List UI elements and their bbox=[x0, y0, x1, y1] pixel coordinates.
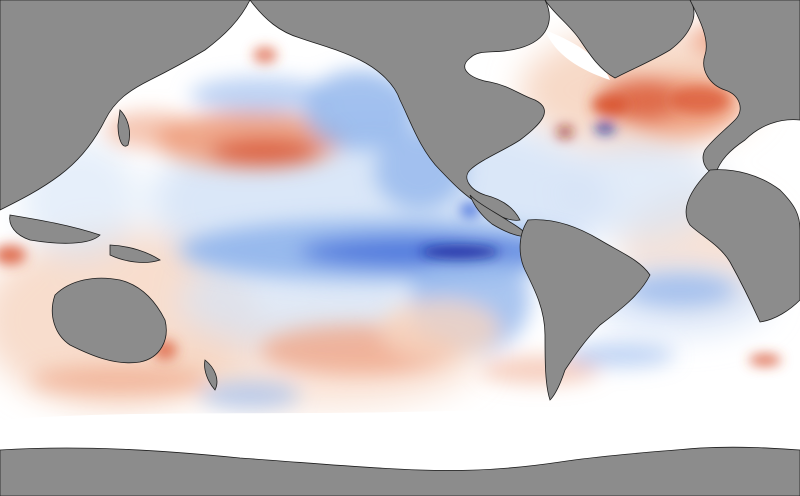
africa bbox=[685, 169, 800, 323]
eurasia bbox=[689, 0, 800, 176]
japan bbox=[117, 109, 130, 147]
indonesia bbox=[9, 214, 101, 244]
new-zealand bbox=[204, 359, 218, 391]
asia-west bbox=[0, 0, 251, 211]
south-america bbox=[519, 219, 651, 401]
anomaly-layer bbox=[0, 20, 790, 410]
antarctica bbox=[0, 446, 800, 496]
greenland bbox=[544, 0, 695, 79]
new-guinea bbox=[109, 244, 161, 263]
north-america bbox=[249, 0, 550, 221]
australia bbox=[51, 277, 167, 364]
